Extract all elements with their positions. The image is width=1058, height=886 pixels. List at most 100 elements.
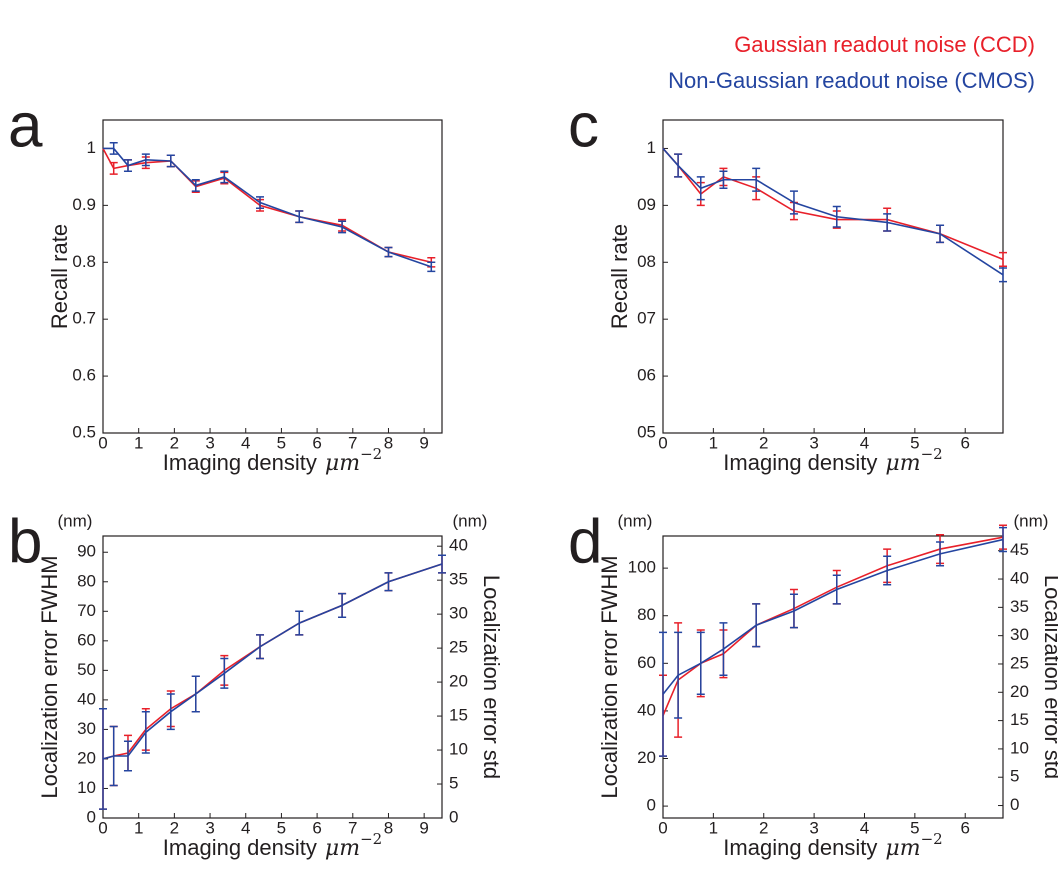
y-axis-unit: (nm) — [58, 511, 93, 530]
y-tick-label: 10 — [77, 778, 96, 797]
x-axis-label: Imaging density μm−2 — [163, 830, 382, 861]
x-axis-unit-power: −2 — [360, 830, 382, 848]
x-tick-label: 7 — [348, 818, 357, 837]
y2-axis-label: Localization error std — [1040, 575, 1058, 779]
y2-tick-label: 0 — [1010, 795, 1019, 814]
y-tick-label: 07 — [637, 309, 656, 328]
x-tick-label: 5 — [910, 818, 919, 837]
x-tick-label: 8 — [384, 433, 393, 452]
series-line — [102, 148, 432, 264]
series-line — [102, 563, 443, 760]
y-tick-label: 05 — [637, 422, 656, 441]
x-axis-label: Imaging density μm−2 — [163, 445, 382, 476]
y2-tick-label: 25 — [1010, 653, 1029, 672]
series-line — [662, 536, 1004, 716]
y-axis-label: Localization error FWHM — [37, 555, 62, 798]
y-tick-label: 70 — [77, 601, 96, 620]
x-tick-label: 6 — [312, 433, 321, 452]
x-tick-label: 9 — [419, 818, 428, 837]
y-tick-label: 50 — [77, 660, 96, 679]
y-tick-label: 80 — [637, 605, 656, 624]
x-axis-unit-power: −2 — [921, 445, 943, 463]
y-tick-label: 80 — [77, 571, 96, 590]
y2-tick-label: 30 — [449, 604, 468, 623]
panel-label: d — [568, 507, 602, 576]
x-axis-label-text: Imaging density — [163, 835, 317, 860]
y-axis-unit: (nm) — [618, 511, 653, 530]
x-tick-label: 3 — [205, 818, 214, 837]
y2-tick-label: 30 — [1010, 625, 1029, 644]
y-axis-label: Recall rate — [607, 224, 632, 329]
y-tick-label: 30 — [77, 719, 96, 738]
y2-tick-label: 5 — [1010, 767, 1019, 786]
x-tick-label: 2 — [170, 433, 179, 452]
x-tick-label: 3 — [205, 433, 214, 452]
error-bar — [427, 261, 436, 273]
x-tick-label: 5 — [277, 818, 286, 837]
x-axis-unit: μm — [885, 836, 920, 861]
x-tick-label: 1 — [709, 818, 718, 837]
x-axis-label: Imaging density μm−2 — [723, 830, 942, 861]
series-line — [662, 147, 1004, 261]
y2-tick-label: 0 — [449, 807, 458, 826]
y-tick-label: 40 — [637, 700, 656, 719]
panel-label: c — [568, 91, 599, 160]
series-line — [103, 147, 432, 268]
x-tick-label: 5 — [910, 433, 919, 452]
series-line — [662, 538, 1004, 695]
x-axis-unit-power: −2 — [360, 445, 382, 463]
y-axis-label: Recall rate — [47, 224, 72, 329]
x-tick-label: 4 — [860, 818, 869, 837]
y2-axis-label: Localization error std — [479, 575, 504, 779]
y-axis-label: Localization error FWHM — [597, 555, 622, 798]
x-tick-label: 0 — [98, 433, 107, 452]
x-tick-label: 5 — [277, 433, 286, 452]
x-tick-label: 6 — [312, 818, 321, 837]
y-tick-label: 0 — [87, 807, 96, 826]
y-tick-label: 90 — [77, 542, 96, 561]
y-tick-label: 40 — [77, 689, 96, 708]
y2-tick-label: 45 — [1010, 540, 1029, 559]
y2-tick-label: 40 — [449, 536, 468, 555]
panel-label: b — [8, 507, 42, 576]
y2-tick-label: 35 — [449, 570, 468, 589]
x-tick-label: 2 — [170, 818, 179, 837]
y-tick-label: 09 — [637, 195, 656, 214]
plot-frame — [662, 119, 1004, 434]
y2-tick-label: 15 — [449, 706, 468, 725]
y-tick-label: 0.9 — [72, 195, 96, 214]
x-tick-label: 3 — [809, 818, 818, 837]
x-tick-label: 1 — [709, 433, 718, 452]
error-bar — [659, 631, 667, 757]
y-tick-label: 0.8 — [72, 252, 96, 271]
y-tick-label: 1 — [647, 138, 656, 157]
y-tick-label: 0 — [647, 796, 656, 815]
x-tick-label: 0 — [658, 433, 667, 452]
x-tick-label: 0 — [658, 818, 667, 837]
y2-axis-unit: (nm) — [1014, 511, 1049, 530]
x-tick-label: 0 — [98, 818, 107, 837]
x-tick-label: 3 — [809, 433, 818, 452]
x-tick-label: 4 — [241, 818, 250, 837]
x-axis-unit: μm — [885, 451, 920, 476]
x-axis-unit: μm — [325, 451, 360, 476]
x-tick-label: 1 — [134, 433, 143, 452]
y-tick-label: 20 — [77, 748, 96, 767]
y2-axis-unit: (nm) — [453, 511, 488, 530]
x-tick-label: 9 — [419, 433, 428, 452]
plot-frame — [662, 535, 1004, 819]
x-tick-label: 1 — [134, 818, 143, 837]
series-line — [662, 147, 1004, 276]
y2-tick-label: 25 — [449, 638, 468, 657]
x-axis-unit: μm — [325, 836, 360, 861]
y2-tick-label: 35 — [1010, 597, 1029, 616]
y2-tick-label: 5 — [449, 774, 458, 793]
y-tick-label: 100 — [628, 558, 656, 577]
x-axis-unit-power: −2 — [921, 830, 943, 848]
x-tick-label: 4 — [241, 433, 250, 452]
y-tick-label: 20 — [637, 748, 656, 767]
x-tick-label: 7 — [348, 433, 357, 452]
y2-tick-label: 40 — [1010, 569, 1029, 588]
x-tick-label: 6 — [960, 818, 969, 837]
